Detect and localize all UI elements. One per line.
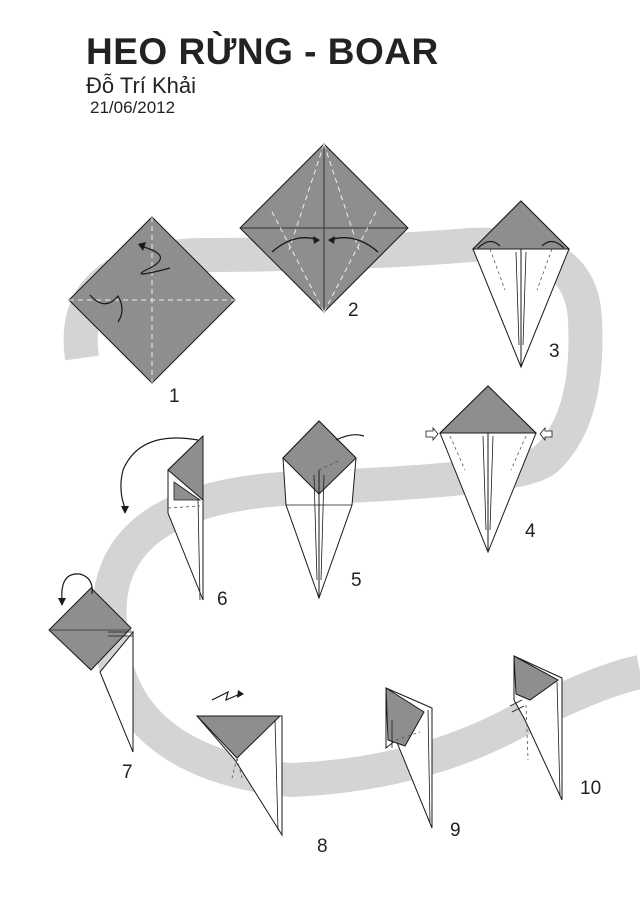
step-6-label: 6 (217, 589, 228, 610)
step-1-figure (68, 216, 236, 384)
step-9-label: 9 (450, 820, 461, 841)
step-7-figure (48, 573, 134, 753)
step-2-label: 2 (348, 300, 359, 321)
step-4-label: 4 (525, 521, 536, 542)
step-3-label: 3 (549, 341, 560, 362)
step-8-label: 8 (317, 836, 328, 857)
step-6-figure (120, 434, 204, 601)
step-1-label: 1 (169, 386, 180, 407)
step-5-figure (282, 420, 365, 600)
step-2-figure (239, 143, 409, 313)
step-7-label: 7 (122, 762, 133, 783)
step-10-figure (509, 655, 563, 801)
step-10-label: 10 (580, 778, 601, 799)
diagram-author: Đỗ Trí Khải (86, 73, 197, 98)
step-4-figure (425, 385, 553, 554)
step-9-figure (385, 687, 433, 829)
diagram-date: 21/06/2012 (90, 98, 176, 117)
diagram-header: HEO RỪNG - BOAR Đỗ Trí Khải 21/06/2012 (86, 30, 439, 118)
diagram-title: HEO RỪNG - BOAR (86, 31, 439, 72)
step-8-figure (195, 690, 283, 837)
step-3-figure (471, 200, 571, 369)
step-5-label: 5 (351, 570, 362, 591)
